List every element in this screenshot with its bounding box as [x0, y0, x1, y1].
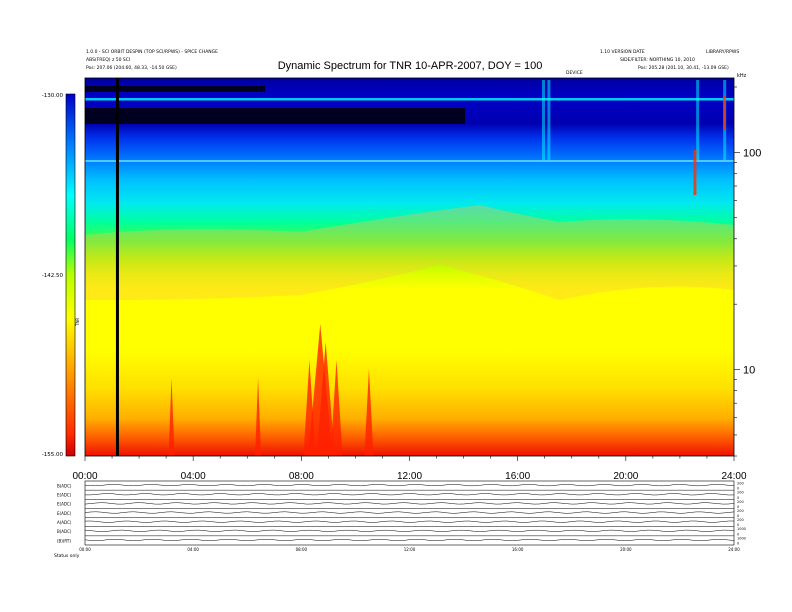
- time-tick-label: 20:00: [613, 471, 638, 482]
- panel-label: (B)(RT): [57, 538, 71, 543]
- header-left: 1.0.0 - SCI ORBIT DESPIN (TOP SCI/RPWS) …: [86, 49, 218, 71]
- colorbar-tick-mid: -142.50: [42, 273, 64, 279]
- colorbar-tick-bottom: -155.00: [42, 452, 64, 458]
- panel-right-tick-label: 1000: [737, 536, 746, 540]
- freq-tick-label: 100: [743, 147, 761, 159]
- colorbar-tick-top: -130.00: [42, 93, 64, 99]
- cyan-line: [85, 98, 734, 101]
- panel-right-tick-label: 1000: [737, 527, 746, 531]
- header-left-line-1: 1.0.0 - SCI ORBIT DESPIN (TOP SCI/RPWS) …: [86, 49, 218, 55]
- hk-time-tick-label: 24:00: [728, 547, 740, 552]
- panel-trace: [84, 539, 735, 541]
- vertical-streak: [696, 80, 700, 160]
- colorbar-ticks: -130.00 -142.50 -155.00: [42, 93, 64, 458]
- header-right-tag: LIBRARY/RPWS: [706, 49, 739, 55]
- colorbar: [65, 93, 76, 457]
- panel-right-tick-label: 0: [737, 505, 739, 509]
- vertical-streak: [542, 80, 546, 160]
- time-tick-label: 08:00: [289, 471, 314, 482]
- panel-trace: [85, 493, 735, 496]
- panel-label: E(ADC): [57, 511, 72, 516]
- chart-title: Dynamic Spectrum for TNR 10-APR-2007, DO…: [278, 60, 543, 72]
- panel-right-tick-label: 200: [737, 509, 744, 513]
- time-tick-label: 12:00: [397, 471, 422, 482]
- freq-unit-label: kHz: [737, 73, 747, 79]
- burst-spike: [330, 360, 343, 456]
- spectrogram-background: [85, 78, 734, 456]
- cyan-line: [85, 160, 734, 162]
- header-right: 1.10 VERSION DATE LIBRARY/RPWS SIDE/FILT…: [600, 49, 739, 71]
- hk-time-tick-label: 20:00: [620, 547, 632, 552]
- time-tick-label: 04:00: [181, 471, 206, 482]
- hk-time-tick-label: 16:00: [512, 547, 524, 552]
- panel-label: E(ADC): [57, 502, 72, 507]
- spectrogram: [85, 78, 734, 456]
- header-right-line-2: SIDE/FILTER: NORTHING 10, 2010: [620, 57, 695, 63]
- hk-time-tick-label: 04:00: [187, 547, 199, 552]
- freq-tick-label: 10: [743, 365, 755, 377]
- panel-right-tick-label: 0: [737, 523, 739, 527]
- header-left-line-2: ABS(FREQ) z 50 SCI: [86, 57, 130, 63]
- panel-right-tick-label: 0: [737, 542, 739, 546]
- hk-time-tick-label: 00:00: [79, 547, 91, 552]
- header-left-line-3: Pos: 207.06 (204.60, 48.33, -14.50 GSE): [86, 65, 177, 71]
- panel-label: B(ADC): [57, 529, 72, 534]
- housekeeping-time-ticks: 00:00 04:00 08:00 12:00 16:00 20:00 24:00: [79, 547, 740, 552]
- panel-trace: [84, 484, 735, 487]
- panel-trace: [84, 511, 735, 514]
- panel-trace: [84, 502, 735, 505]
- time-axis-ticks: 00:00 04:00 08:00 12:00 16:00 20:00 24:00: [72, 456, 747, 482]
- burst-spike: [316, 342, 335, 456]
- burst-spike: [255, 378, 262, 456]
- footer-status: Status only: [54, 553, 80, 559]
- panel-right-tick-label: 200: [737, 500, 744, 504]
- colorbar-label: TNR: [75, 318, 80, 327]
- time-tick-label: 24:00: [721, 471, 746, 482]
- device-tag: DEVICE: [566, 70, 583, 76]
- panel-trace: [84, 529, 735, 532]
- emission-band: [85, 205, 734, 300]
- burst-spike: [303, 360, 316, 456]
- time-tick-label: 16:00: [505, 471, 530, 482]
- burst-spike: [364, 369, 374, 456]
- panel-label: E(ADC): [57, 493, 72, 498]
- dark-band: [85, 108, 465, 124]
- panel-right-tick-label: 200: [737, 491, 744, 495]
- panel-right-tick-label: 0: [737, 496, 739, 500]
- panel-trace: [84, 520, 734, 523]
- red-streak: [723, 95, 726, 130]
- panel-right-tick-label: 0: [737, 514, 739, 518]
- burst-spike: [168, 378, 175, 456]
- spectrogram-features: [85, 80, 734, 456]
- panel-right-tick-label: 200: [737, 482, 744, 486]
- header-right-line-1: 1.10 VERSION DATE: [600, 49, 645, 55]
- hk-time-tick-label: 12:00: [404, 547, 416, 552]
- time-tick-label: 00:00: [72, 471, 97, 482]
- red-streak: [693, 150, 697, 195]
- panel-label: A(ADC): [57, 520, 72, 525]
- frequency-axis-ticks: 100 10: [734, 86, 761, 457]
- header-right-line-3: Pos: 205.28 (201.10, 30.41, -13.09 GSE): [638, 65, 729, 71]
- vertical-streak: [547, 80, 551, 160]
- panel-right-tick-label: 200: [737, 518, 744, 522]
- hk-time-tick-label: 08:00: [296, 547, 308, 552]
- panel-right-tick-label: 0: [737, 532, 739, 536]
- panel-right-tick-label: 0: [737, 487, 739, 491]
- panel-label: B(ADC): [57, 483, 72, 488]
- dark-band: [85, 86, 265, 92]
